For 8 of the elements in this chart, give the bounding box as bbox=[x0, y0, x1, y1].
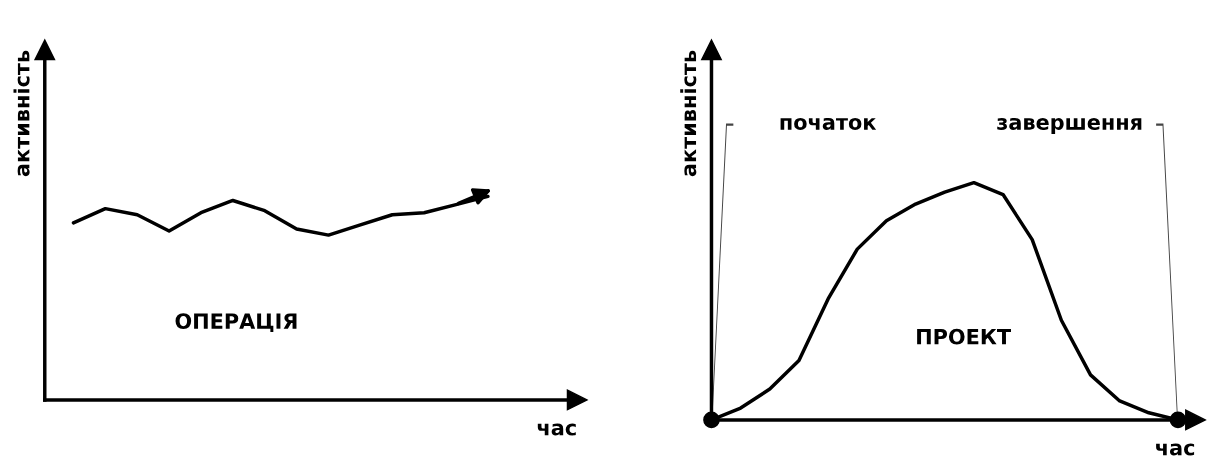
y-axis-title: активність bbox=[680, 50, 697, 177]
text: початок bbox=[780, 117, 877, 130]
y-axis-title: активність bbox=[13, 50, 30, 177]
x-axis-title: час bbox=[1156, 443, 1195, 456]
annotation: ПРОЕКТ bbox=[917, 328, 1011, 345]
annotation: ОПЕРАЦІЯ bbox=[175, 313, 297, 332]
x-axis-title: час bbox=[537, 423, 576, 436]
text: завершення bbox=[997, 117, 1142, 134]
